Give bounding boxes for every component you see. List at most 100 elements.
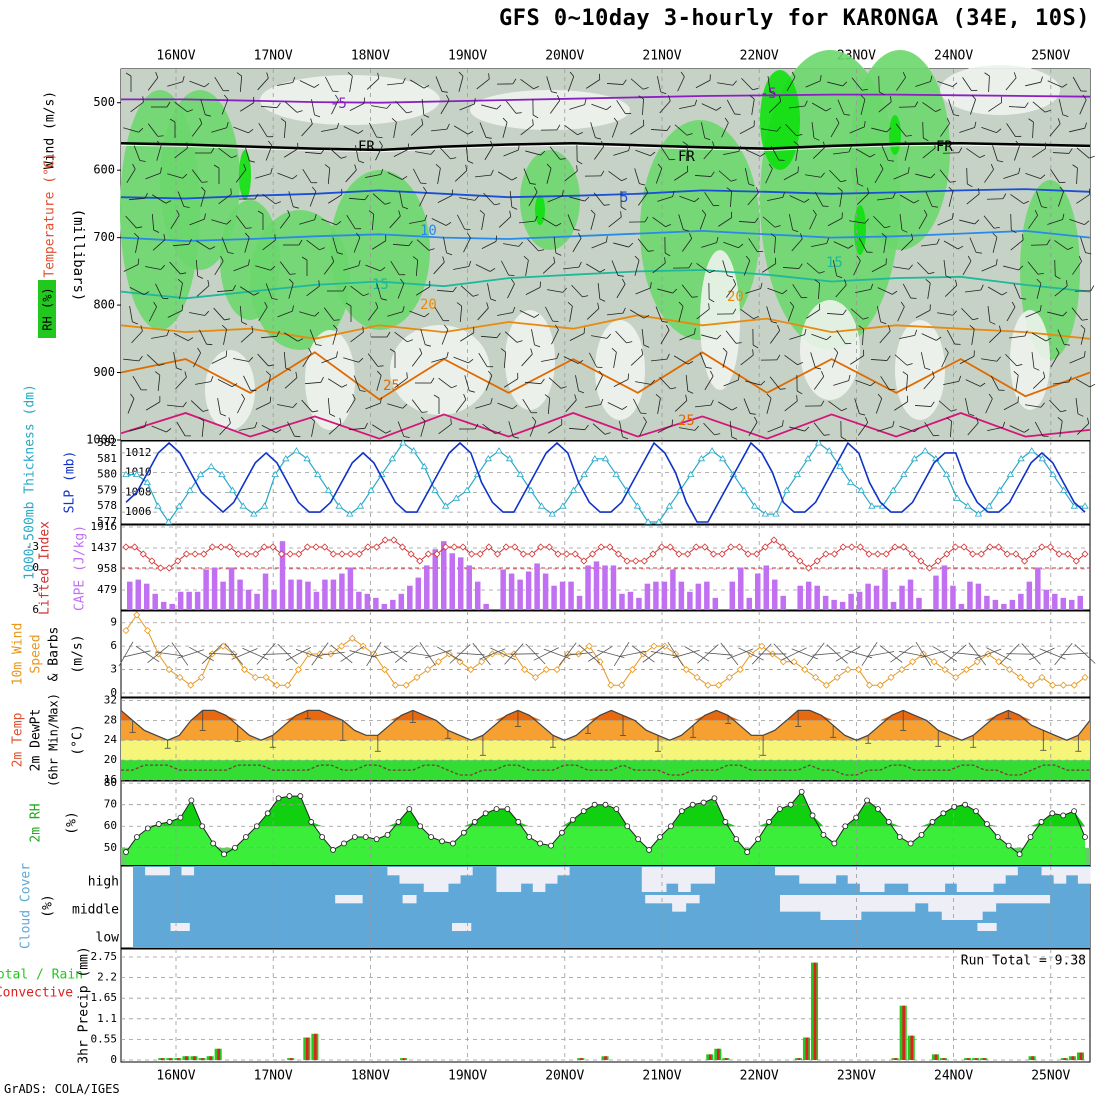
wind-barb-shaft [962, 260, 972, 276]
wind-barb [700, 122, 711, 141]
wind-barb [855, 148, 876, 158]
wind-barb-shaft [674, 400, 688, 412]
thickness-point [175, 502, 183, 509]
wind-barb-flag [864, 218, 869, 224]
wind-barb [172, 238, 192, 247]
surface-wind-barb-shaft [171, 642, 189, 666]
rh-point [875, 806, 881, 812]
cloud-cover-cell-middle [348, 895, 363, 904]
wind-barb [1050, 169, 1066, 184]
rh-point [559, 829, 565, 836]
wind-barb-flag [666, 324, 670, 331]
cape-bar [364, 593, 371, 610]
cape-bar [237, 579, 243, 610]
wind-barb [541, 352, 560, 362]
wind-barb [608, 211, 622, 228]
wind-barb [421, 99, 430, 118]
wind-barb [387, 172, 408, 180]
cape-bar [305, 581, 311, 610]
wind-barb-shaft [674, 171, 688, 181]
wind-barb [585, 263, 606, 273]
lifted-index-point [416, 557, 424, 565]
cape-bar [407, 585, 413, 610]
lifted-index-point [606, 543, 614, 551]
surface-wind-barb [311, 642, 329, 666]
wind-barb [1036, 278, 1042, 299]
lifted-index-point [597, 543, 605, 551]
thickness-point [889, 486, 897, 493]
wind-barb-shaft [123, 127, 139, 133]
wind-barb-flag [911, 233, 914, 240]
wind-barb [899, 214, 908, 233]
wind-barb [200, 99, 211, 117]
precip-convective-bar [910, 1035, 914, 1060]
lifted-index-point [312, 543, 320, 551]
wind-barb-flag [315, 344, 322, 346]
surface-wind-barb-shaft [340, 645, 365, 662]
cloud-cover-cell-high [653, 867, 667, 892]
wind-barb [191, 169, 208, 183]
wind-speed-point [467, 666, 475, 674]
wind-barb [630, 348, 644, 366]
wind-barb [657, 288, 678, 294]
rh-point [678, 808, 685, 815]
wind-barb-shaft [387, 403, 403, 409]
wind-barb-shaft [608, 216, 622, 228]
wind-barb [616, 100, 632, 115]
wind-barb [438, 418, 452, 435]
wind-barb-flag [1059, 186, 1064, 192]
wind-barb [477, 302, 489, 321]
rh-shading [940, 65, 1060, 115]
wind-barb-shaft [416, 239, 430, 251]
wind-barb [899, 425, 920, 433]
wind-barb [1031, 352, 1040, 371]
wind-barb-shaft [505, 100, 517, 114]
wind-barb-flag [634, 255, 640, 261]
wind-barb [840, 420, 847, 441]
wind-barb-shaft [287, 421, 295, 437]
wind-barb-flag [660, 91, 667, 95]
wind-barb-shaft [145, 266, 161, 270]
wind-barb-flag [1000, 96, 1003, 103]
wind-barb-shaft [519, 220, 535, 224]
cloud-cover-cell-high [460, 867, 473, 876]
lifted-index-point [856, 543, 864, 551]
wind-barb-flag [885, 258, 887, 265]
precip-convective-bar [966, 1058, 970, 1060]
precip-convective-bar [177, 1058, 180, 1060]
wind-barb-shaft [921, 333, 937, 341]
wind-barb-flag [971, 94, 976, 100]
wind-barb-flag [133, 232, 139, 238]
surface-wind-barb [533, 647, 559, 661]
cape-bar [856, 591, 863, 610]
wind-barb [152, 194, 172, 204]
wind-barb-flag [562, 190, 564, 197]
wind-barb [218, 147, 237, 159]
wind-barb-shaft [725, 330, 737, 344]
cloud-cover-cell-high [980, 867, 994, 892]
thickness-point [239, 502, 247, 509]
y-axis-label-wind: Wind (m/s) [43, 91, 58, 169]
wind-barb [765, 163, 773, 184]
wind-barb [723, 145, 742, 156]
wind-barb [233, 356, 254, 362]
wind-barb-flag [468, 358, 474, 364]
wind-barb [540, 124, 561, 131]
wind-barb-flag [184, 371, 187, 378]
wind-barb-flag [890, 96, 892, 103]
wind-barb [458, 71, 464, 92]
lifted-index-point [528, 550, 536, 558]
wind-barb-flag [584, 196, 590, 202]
wind-barb [1054, 280, 1068, 297]
cape-bar [466, 565, 472, 610]
wind-barb-flag [285, 367, 292, 371]
wind-barb [237, 393, 245, 414]
x-tick-label-top: 22NOV [740, 49, 779, 64]
lifted-index-point [563, 550, 571, 558]
wind-barb [145, 396, 161, 411]
lifted-index-point [252, 550, 260, 558]
wind-barb-shaft [131, 330, 143, 344]
wind-barb-shaft [992, 145, 998, 161]
wind-barb-flag [516, 340, 523, 343]
wind-barb-flag [1055, 347, 1060, 354]
